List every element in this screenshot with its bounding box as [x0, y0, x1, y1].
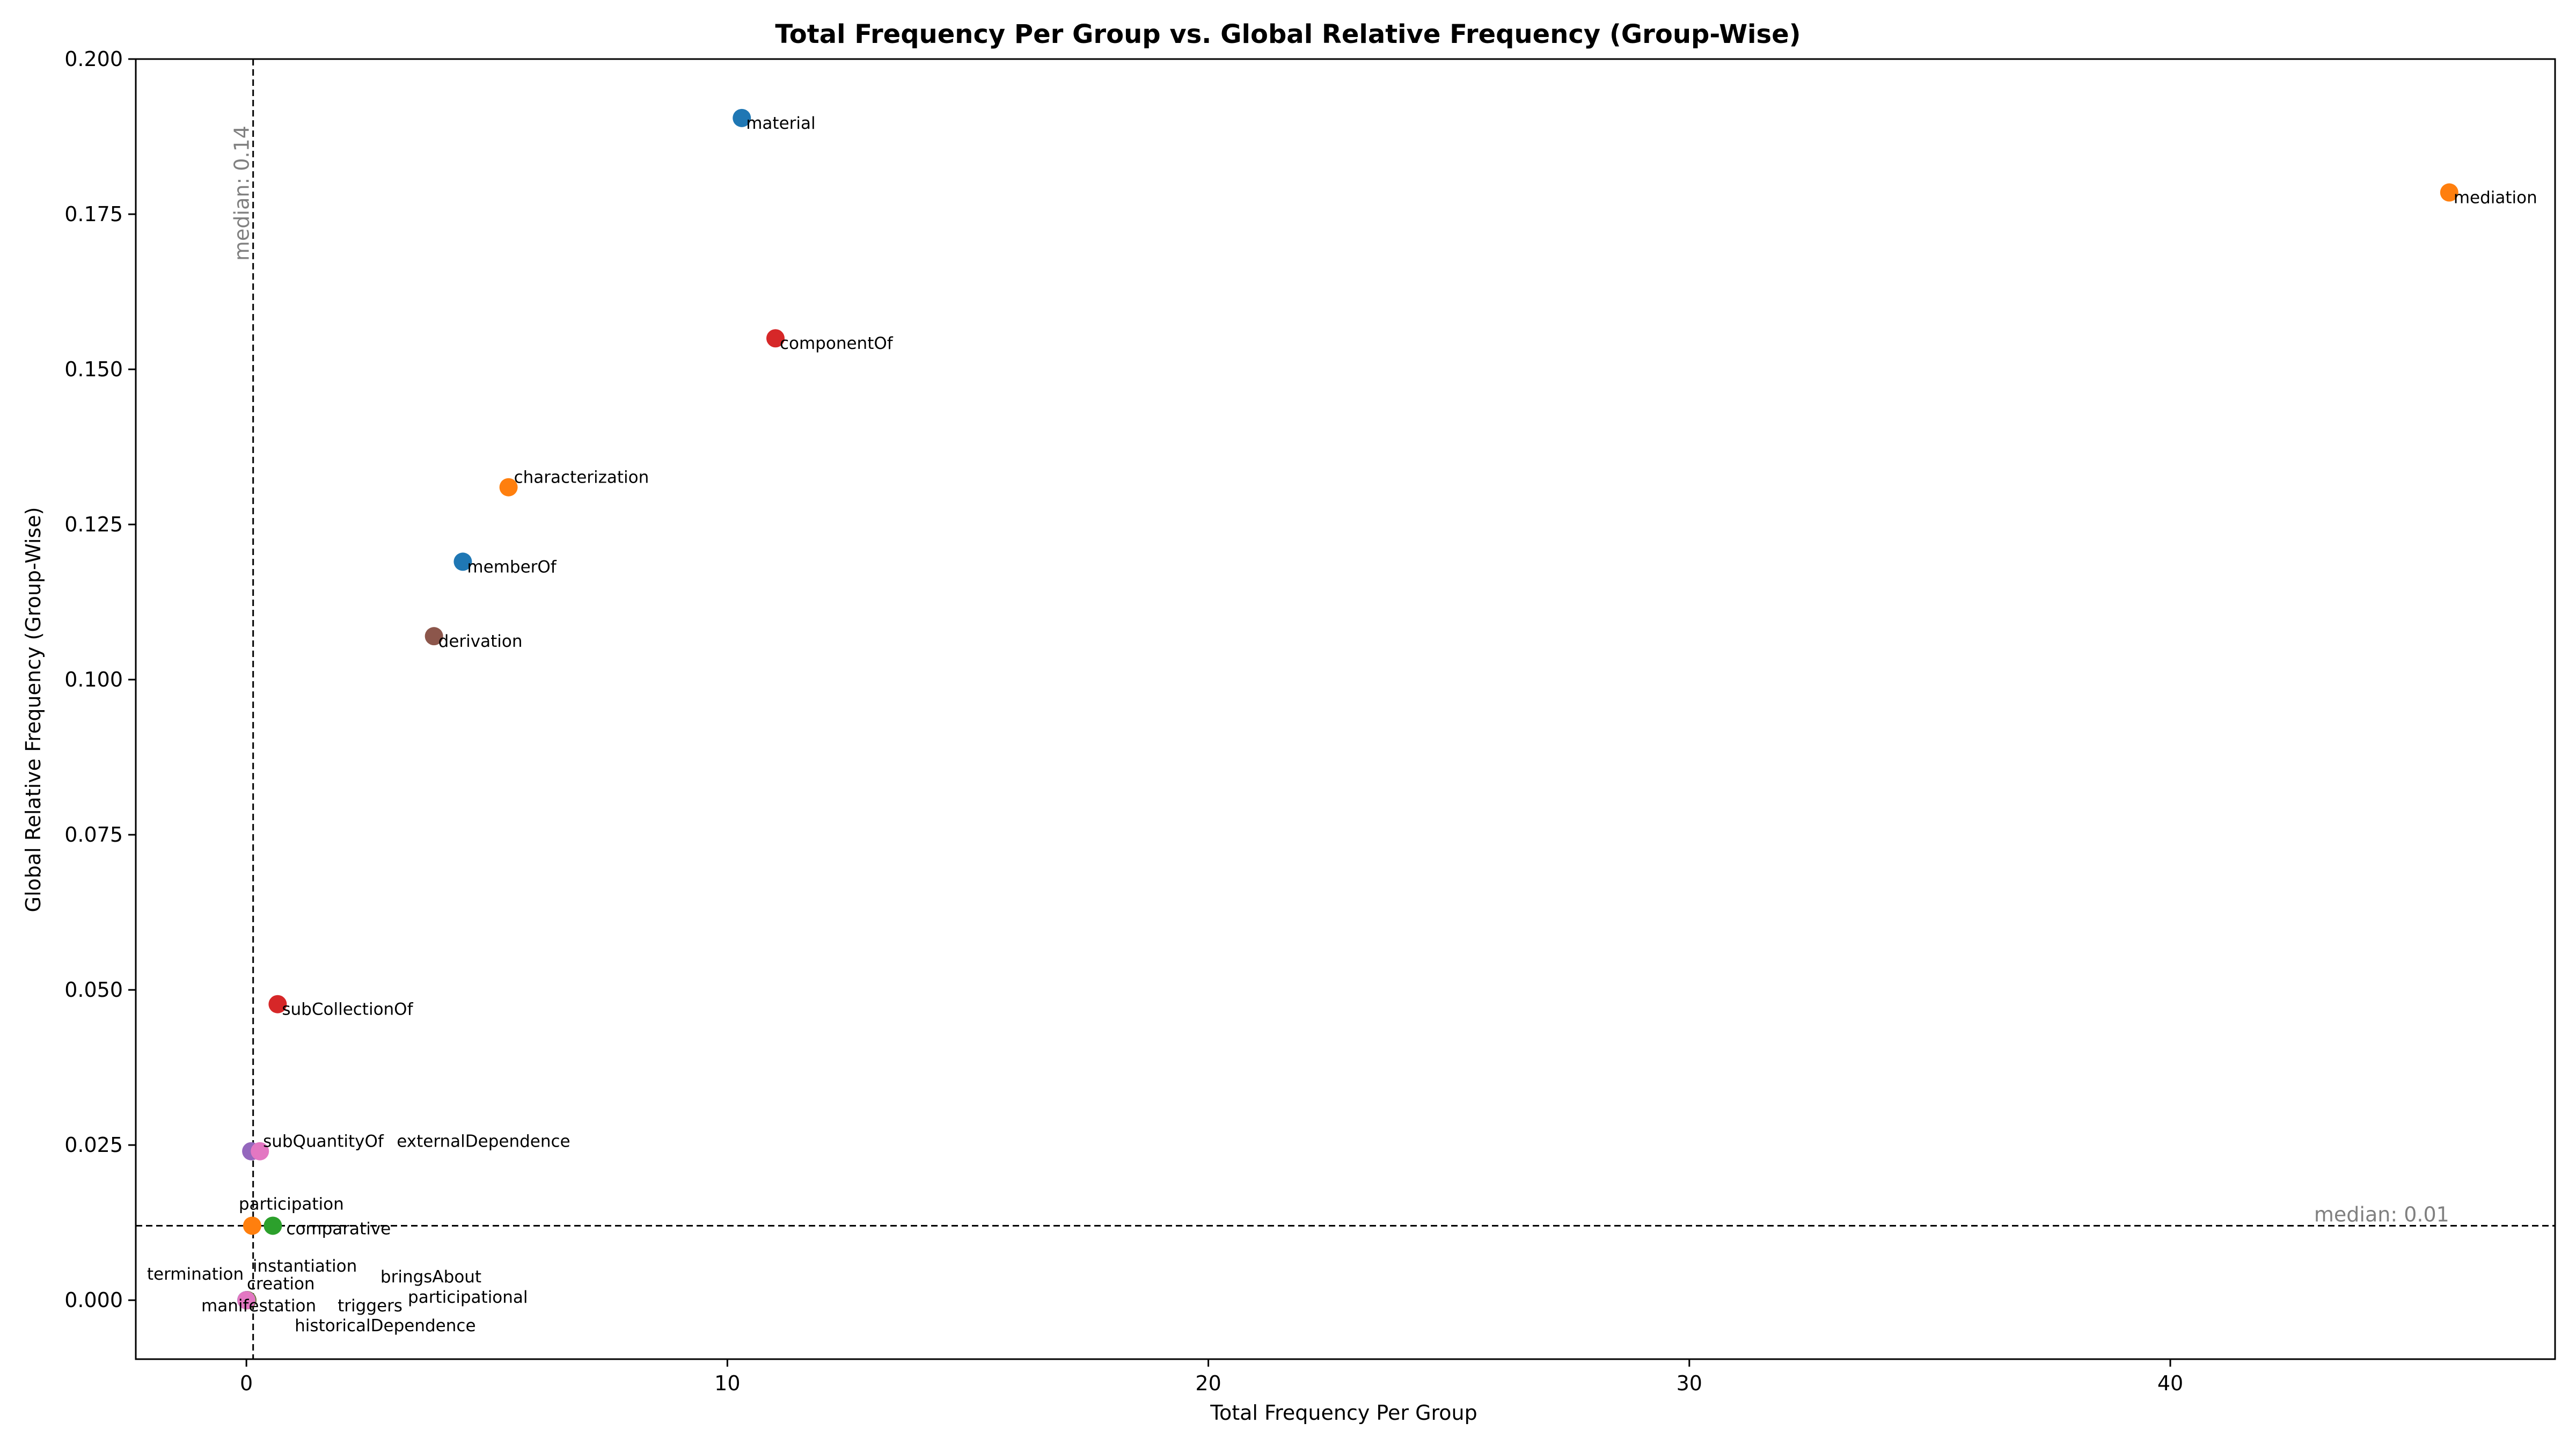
- point-label-material: material: [746, 114, 815, 133]
- x-axis-label: Total Frequency Per Group: [1210, 1401, 1477, 1425]
- plot-frame: [135, 58, 2556, 1360]
- x-tick-label: 20: [1195, 1371, 1221, 1395]
- data-point-characterization: [499, 478, 518, 497]
- data-point-comparative: [264, 1216, 282, 1235]
- y-tick-label: 0.150: [64, 357, 123, 381]
- data-point-mediation: [2440, 183, 2458, 202]
- data-point-externalDependence: [251, 1142, 269, 1161]
- data-point-historicalDependence: [237, 1291, 256, 1310]
- point-label-historicalDependence: historicalDependence: [295, 1316, 475, 1336]
- data-point-derivation: [425, 627, 443, 646]
- y-tick-label: 0.125: [64, 513, 123, 536]
- y-tick-label: 0.175: [64, 202, 123, 226]
- data-point-memberOf: [453, 552, 472, 571]
- y-tick-label: 0.050: [64, 978, 123, 1002]
- x-tick-label: 30: [1677, 1371, 1702, 1395]
- plot-area: 0 10 20 30 40 0.000 0.025 0.050 0.075 0.100 0.125 0…: [64, 47, 2556, 1395]
- x-tick-label: 40: [2157, 1371, 2183, 1395]
- point-label-derivation: derivation: [438, 632, 523, 651]
- data-point-participation: [243, 1216, 261, 1235]
- point-label-characterization: characterization: [514, 468, 649, 487]
- point-label-componentOf: componentOf: [780, 334, 894, 353]
- point-label-memberOf: memberOf: [467, 557, 557, 577]
- point-label-mediation: mediation: [2454, 188, 2537, 208]
- y-tick-label: 0.100: [64, 668, 123, 691]
- y-tick-label: 0.075: [64, 823, 123, 847]
- point-label-manifestation: manifestation: [201, 1296, 316, 1316]
- point-label-comparative: comparative: [286, 1219, 391, 1238]
- data-point-material: [733, 108, 751, 127]
- point-label-subCollectionOf: subCollectionOf: [282, 1000, 413, 1019]
- median-label-vertical: median: 0.14: [230, 126, 254, 261]
- y-tick-label: 0.025: [64, 1133, 123, 1157]
- chart-title: Total Frequency Per Group vs. Global Rel…: [775, 19, 1801, 49]
- point-label-participational: participational: [408, 1288, 528, 1307]
- y-tick-label: 0.200: [64, 47, 123, 71]
- point-label-bringsAbout: bringsAbout: [380, 1267, 481, 1287]
- point-label-creation: creation: [247, 1274, 315, 1294]
- point-label-triggers: triggers: [338, 1296, 402, 1316]
- point-label-externalDependence: externalDependence: [397, 1132, 570, 1151]
- x-tick-label: 10: [714, 1371, 740, 1395]
- point-label-subQuantityOf: subQuantityOf: [263, 1132, 384, 1151]
- data-point-componentOf: [766, 329, 785, 348]
- y-axis-label: Global Relative Frequency (Group-Wise): [21, 507, 45, 913]
- data-point-subCollectionOf: [268, 995, 287, 1013]
- y-tick-label: 0.000: [64, 1288, 123, 1312]
- point-label-termination: termination: [147, 1265, 244, 1284]
- point-label-participation: participation: [239, 1194, 344, 1214]
- x-tick-label: 0: [240, 1371, 253, 1395]
- median-label-horizontal: median: 0.01: [2314, 1202, 2449, 1226]
- point-label-instantiation: instantiation: [253, 1257, 357, 1276]
